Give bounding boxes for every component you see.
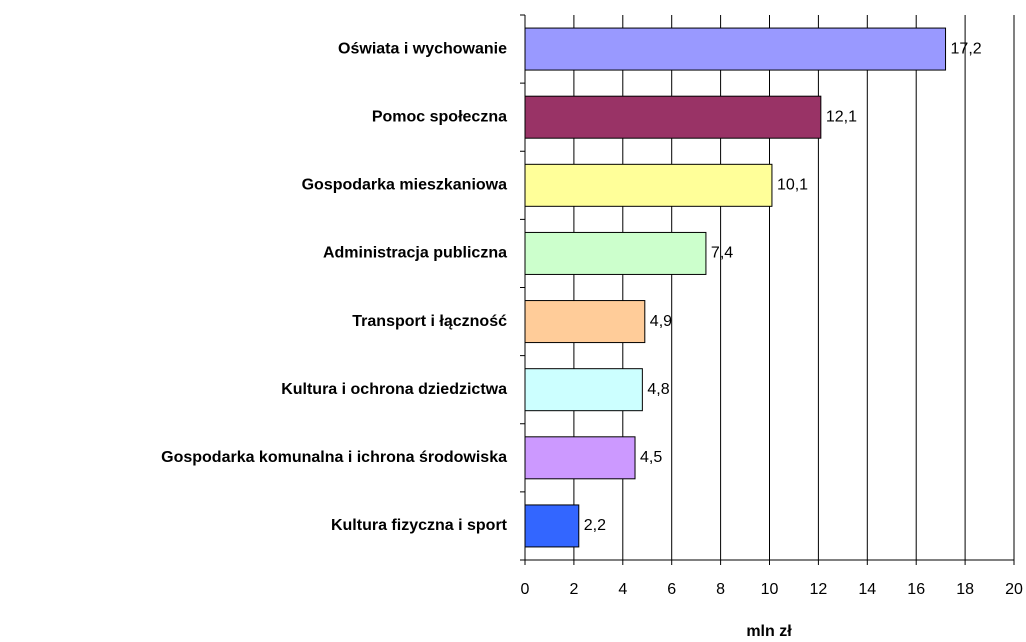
x-axis-title: mln zł: [746, 623, 792, 640]
value-label: 12,1: [826, 108, 857, 125]
x-tick-label: 2: [569, 581, 578, 598]
y-tick-label: Administracja publiczna: [323, 245, 507, 262]
x-tick-label: 14: [858, 581, 876, 598]
value-label: 4,5: [640, 449, 662, 466]
y-tick-label: Oświata i wychowanie: [338, 40, 507, 57]
x-tick-label: 12: [810, 581, 828, 598]
value-label: 7,4: [711, 245, 733, 262]
y-tick-label: Transport i łączność: [352, 313, 507, 330]
bar: [524, 436, 636, 480]
value-label: 17,2: [951, 40, 982, 57]
y-tick-label: Gospodarka komunalna i ichrona środowisk…: [161, 449, 507, 466]
x-tick-label: 4: [618, 581, 627, 598]
x-tick-label: 18: [956, 581, 974, 598]
x-tick-label: 16: [907, 581, 925, 598]
x-tick-label: 0: [521, 581, 530, 598]
y-tick-label: Kultura fizyczna i sport: [331, 517, 508, 534]
bar: [524, 27, 947, 71]
x-tick-label: 20: [1005, 581, 1023, 598]
bar: [524, 368, 643, 412]
x-tick-label: 8: [716, 581, 725, 598]
value-label: 2,2: [584, 517, 606, 534]
x-tick-label: 6: [667, 581, 676, 598]
value-label: 4,9: [650, 313, 672, 330]
y-tick-label: Pomoc społeczna: [372, 108, 507, 125]
x-tick-label: 10: [761, 581, 779, 598]
bar: [524, 504, 580, 548]
bar: [524, 300, 646, 344]
bar: [524, 163, 773, 207]
value-label: 4,8: [647, 381, 669, 398]
value-label: 10,1: [777, 177, 808, 194]
y-tick-label: Gospodarka mieszkaniowa: [302, 177, 508, 194]
bar: [524, 231, 707, 275]
bar: [524, 95, 822, 139]
y-tick-label: Kultura i ochrona dziedzictwa: [281, 381, 507, 398]
